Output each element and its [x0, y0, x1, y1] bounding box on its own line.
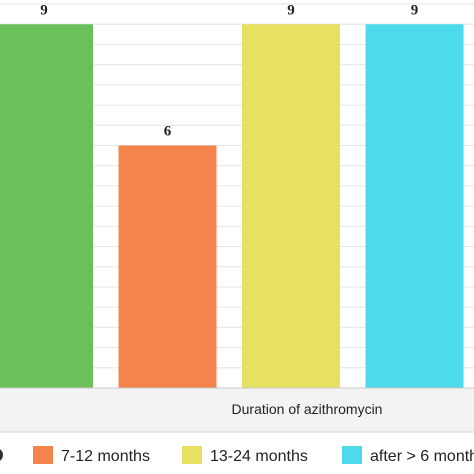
data-label-3: 9: [287, 2, 295, 18]
data-label-1: 9: [40, 2, 48, 18]
bar-4: [365, 24, 464, 388]
bar-2: [118, 145, 217, 388]
data-labels: 9 6 9 9: [40, 2, 418, 139]
legend-label-3: after > 6 months: [370, 448, 474, 465]
legend-label-2: 13-24 months: [210, 448, 308, 465]
legend-swatch-2: [182, 446, 202, 464]
bar-1: [0, 24, 93, 388]
legend-edge-marker: [0, 449, 3, 461]
data-label-4: 9: [411, 2, 419, 18]
legend-swatch-1: [33, 446, 53, 464]
bar-3: [242, 24, 340, 388]
data-label-2: 6: [164, 124, 172, 140]
legend: 7-12 months 13-24 months after > 6 months: [0, 446, 474, 465]
legend-swatch-3: [342, 446, 362, 464]
x-axis-title: Duration of azithromycin: [232, 401, 383, 417]
bars: [0, 24, 464, 388]
legend-label-1: 7-12 months: [61, 448, 150, 465]
x-axis-band: [0, 388, 474, 432]
